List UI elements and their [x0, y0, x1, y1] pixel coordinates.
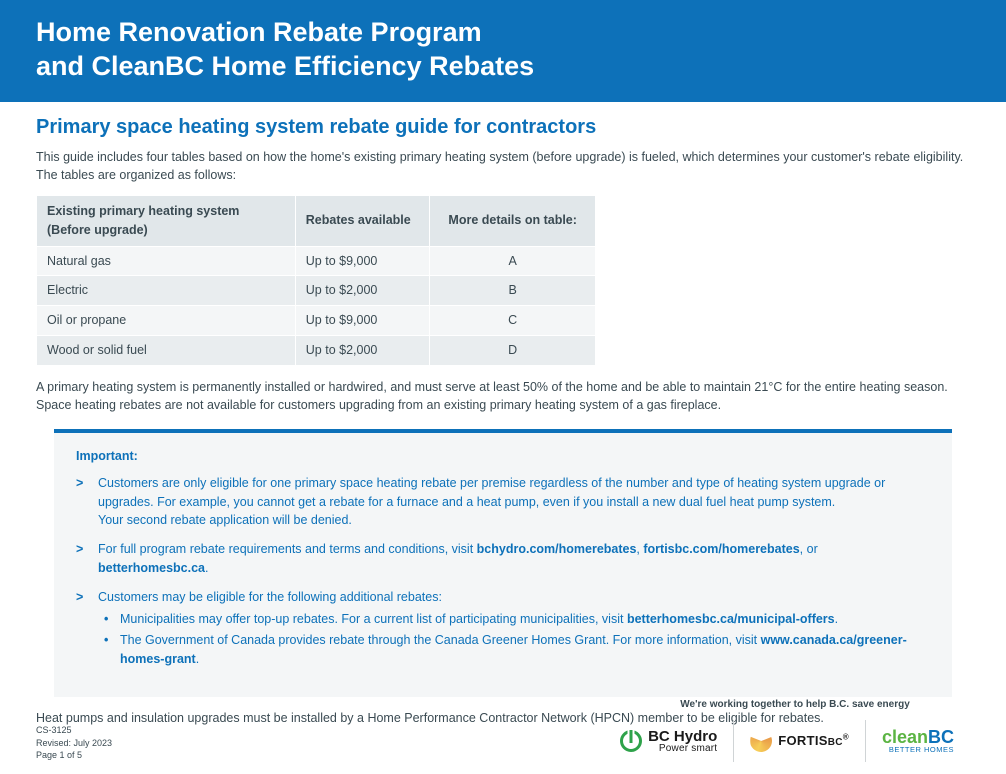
cleanbc-logo: cleanBC BETTER HOMES [865, 720, 970, 762]
table-row: ElectricUp to $2,000B [37, 276, 596, 306]
fortis-name: FORTIS [778, 733, 827, 748]
table-cell: Natural gas [37, 246, 296, 276]
logo-row: BC Hydro Power smart FORTISBC® cleanBC [620, 720, 970, 762]
table-cell: D [430, 335, 596, 365]
main-content: Primary space heating system rebate guid… [0, 102, 1006, 697]
bchydro-name: BC Hydro [648, 729, 717, 744]
header-banner: Home Renovation Rebate Program and Clean… [0, 0, 1006, 102]
footer-tagline: We're working together to help B.C. save… [620, 697, 970, 712]
link-text[interactable]: www.canada.ca/greener-homes-grant [120, 633, 907, 666]
table-body: Natural gasUp to $9,000AElectricUp to $2… [37, 246, 596, 365]
bchydro-logo: BC Hydro Power smart [620, 720, 733, 762]
table-cell: Up to $2,000 [295, 276, 430, 306]
important-label: Important: [76, 447, 930, 466]
section-intro: This guide includes four tables based on… [36, 148, 970, 186]
col-header: Rebates available [295, 196, 430, 247]
table-cell: Up to $2,000 [295, 335, 430, 365]
table-cell: Electric [37, 276, 296, 306]
fortisbc-logo: FORTISBC® [733, 720, 865, 762]
fortis-suffix: BC [828, 737, 843, 748]
definition-paragraph: A primary heating system is permanently … [36, 378, 970, 416]
important-subitem: The Government of Canada provides rebate… [98, 631, 930, 669]
important-subitem: Municipalities may offer top-up rebates.… [98, 610, 930, 629]
table-cell: B [430, 276, 596, 306]
table-cell: Up to $9,000 [295, 306, 430, 336]
table-row: Oil or propaneUp to $9,000C [37, 306, 596, 336]
rebate-guide-table: Existing primary heating system (Before … [36, 195, 596, 366]
table-cell: C [430, 306, 596, 336]
section-title: Primary space heating system rebate guid… [36, 112, 970, 142]
cleanbc-1: clean [882, 727, 928, 747]
important-sublist: Municipalities may offer top-up rebates.… [98, 610, 930, 668]
power-icon [620, 730, 642, 752]
page-footer: CS-3125 Revised: July 2023 Page 1 of 5 W… [0, 724, 1006, 762]
title-line1: Home Renovation Rebate Program [36, 17, 482, 47]
table-cell: Wood or solid fuel [37, 335, 296, 365]
page-title: Home Renovation Rebate Program and Clean… [36, 16, 970, 84]
col-header: More details on table: [430, 196, 596, 247]
link-text[interactable]: betterhomesbc.ca/municipal-offers [627, 612, 835, 626]
cleanbc-sub: BETTER HOMES [882, 746, 954, 754]
table-cell: Up to $9,000 [295, 246, 430, 276]
important-list: Customers are only eligible for one prim… [76, 474, 930, 669]
table-cell: A [430, 246, 596, 276]
table-cell: Oil or propane [37, 306, 296, 336]
sun-icon [750, 730, 772, 752]
table-header-row: Existing primary heating system (Before … [37, 196, 596, 247]
link-text[interactable]: betterhomesbc.ca [98, 561, 205, 575]
link-text[interactable]: fortisbc.com/homerebates [643, 542, 799, 556]
bchydro-tag: Power smart [648, 744, 717, 754]
footer-logos-block: We're working together to help B.C. save… [620, 697, 970, 762]
link-text[interactable]: bchydro.com/homerebates [477, 542, 637, 556]
important-callout: Important: Customers are only eligible f… [54, 429, 952, 697]
important-item: Customers may be eligible for the follow… [76, 588, 930, 669]
important-item: For full program rebate requirements and… [76, 540, 930, 578]
cleanbc-2: BC [928, 727, 954, 747]
table-row: Wood or solid fuelUp to $2,000D [37, 335, 596, 365]
title-line2: and CleanBC Home Efficiency Rebates [36, 51, 534, 81]
table-row: Natural gasUp to $9,000A [37, 246, 596, 276]
col-header: Existing primary heating system (Before … [37, 196, 296, 247]
important-item: Customers are only eligible for one prim… [76, 474, 930, 530]
